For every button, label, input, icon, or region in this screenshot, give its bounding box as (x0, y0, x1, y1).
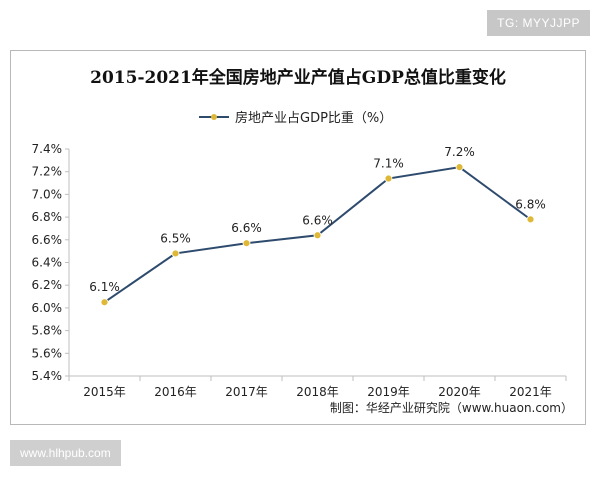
data-label: 6.6% (302, 213, 333, 227)
legend-label: 房地产业占GDP比重（%） (235, 111, 393, 126)
y-tick-label: 5.8% (32, 324, 63, 338)
x-tick-label: 2017年 (225, 385, 268, 399)
data-label: 6.8% (515, 197, 546, 211)
website-watermark: www.hlhpub.com (10, 440, 121, 466)
data-point (526, 215, 535, 224)
data-label: 6.1% (89, 280, 120, 294)
line-chart: 5.4% 5.6% 5.8% 6.0% 6.2% 6.4% 6.6% 6.8% 7.0% 7.2%… (32, 142, 567, 399)
y-tick-label: 6.6% (32, 233, 63, 247)
data-label: 7.1% (373, 157, 404, 171)
chart-credit: 制图：华经产业研究院（www.huaon.com） (329, 401, 573, 415)
legend-line-marker-icon (199, 113, 229, 120)
y-tick-label: 5.4% (32, 369, 63, 383)
data-point (171, 249, 180, 258)
chart-legend: 房地产业占GDP比重（%） (199, 107, 392, 126)
data-label: 6.5% (160, 231, 191, 245)
y-tick-label: 6.8% (32, 210, 63, 224)
data-point (384, 174, 393, 183)
x-tick-label: 2021年 (509, 385, 552, 399)
x-tick-label: 2019年 (367, 385, 410, 399)
tg-watermark: TG: MYYJJPP (487, 10, 590, 36)
y-tick-label: 7.2% (32, 165, 63, 179)
data-label: 7.2% (444, 145, 475, 159)
chart-frame: 2015-2021年全国房地产业产值占GDP总值比重变化 房地产业占GDP比重（… (10, 50, 586, 425)
data-point (100, 298, 109, 307)
x-tick-label: 2015年 (83, 385, 126, 399)
data-label: 6.6% (231, 221, 262, 235)
data-point (242, 239, 251, 248)
y-tick-label: 6.2% (32, 278, 63, 292)
x-tick-label: 2016年 (154, 385, 197, 399)
y-tick-label: 6.4% (32, 256, 63, 270)
y-tick-label: 7.0% (32, 187, 63, 201)
data-point (455, 163, 464, 172)
y-tick-label: 7.4% (32, 142, 63, 156)
x-tick-label: 2020年 (438, 385, 481, 399)
chart-title: 2015-2021年全国房地产业产值占GDP总值比重变化 (90, 68, 506, 88)
x-tick-label: 2018年 (296, 385, 339, 399)
y-tick-label: 5.6% (32, 346, 63, 360)
data-point (313, 231, 322, 240)
y-tick-label: 6.0% (32, 301, 63, 315)
